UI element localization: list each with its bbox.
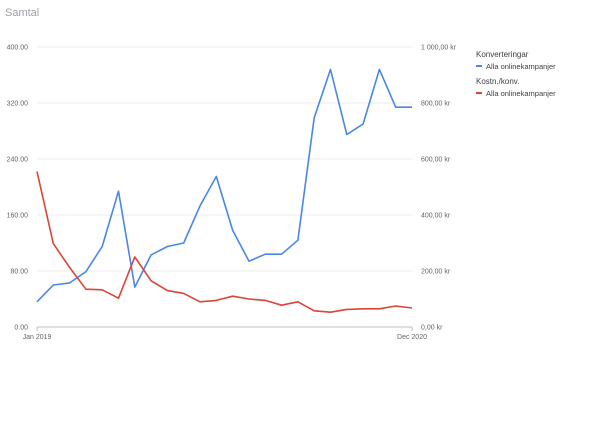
legend-group-title: Konverteringar: [476, 50, 529, 59]
y-right-tick-label: 1 000,00 kr: [421, 45, 457, 52]
x-tick-label: Dec 2020: [397, 334, 427, 341]
x-tick-label: Jan 2019: [23, 334, 52, 341]
y-right-tick-label: 0,00 kr: [421, 325, 443, 332]
y-left-tick-label: 400.00: [7, 45, 29, 52]
y-right-tick-label: 400,00 kr: [421, 213, 451, 220]
y-left-tick-label: 240.00: [7, 157, 29, 164]
legend-entry-label: Alla onlinekampanjer: [486, 89, 556, 98]
legend-entry-label: Alla onlinekampanjer: [486, 62, 556, 71]
y-left-tick-label: 160.00: [7, 213, 29, 220]
chart-title: Samtal: [5, 7, 40, 19]
y-right-tick-label: 200,00 kr: [421, 269, 451, 276]
y-right-tick-label: 600,00 kr: [421, 157, 451, 164]
y-left-tick-label: 320.00: [7, 101, 29, 108]
y-left-tick-label: 0.00: [14, 325, 28, 332]
series-line-kostn-konv: [36, 171, 413, 314]
y-right-tick-label: 800,00 kr: [421, 101, 451, 108]
legend-group-title: Kostn./konv.: [476, 77, 519, 86]
y-left-tick-label: 80.00: [10, 269, 28, 276]
series-line-konverteringar: [36, 68, 412, 303]
